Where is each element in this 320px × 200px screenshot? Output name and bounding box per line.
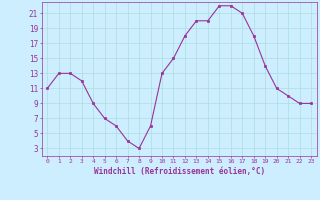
X-axis label: Windchill (Refroidissement éolien,°C): Windchill (Refroidissement éolien,°C) [94,167,265,176]
